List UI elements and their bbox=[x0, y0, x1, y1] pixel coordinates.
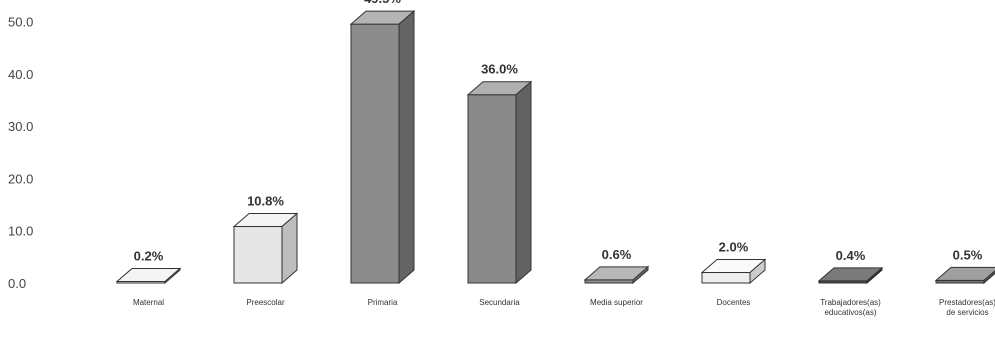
category-label: Docentes bbox=[717, 298, 751, 307]
data-label: 0.6% bbox=[602, 247, 632, 262]
bar bbox=[817, 266, 884, 285]
bar bbox=[115, 267, 182, 285]
bar-top bbox=[115, 268, 182, 282]
y-tick-label: 50.0 bbox=[8, 15, 33, 30]
bar-top bbox=[934, 266, 995, 281]
bar bbox=[349, 10, 416, 285]
y-tick-label: 0.0 bbox=[8, 276, 26, 291]
category-label-line: Preescolar bbox=[246, 298, 285, 307]
bars bbox=[115, 10, 995, 285]
bar bbox=[583, 265, 650, 285]
category-label-line: Media superior bbox=[590, 298, 643, 307]
category-label: Maternal bbox=[133, 298, 164, 307]
category-label: Media superior bbox=[590, 298, 643, 307]
category-label-line: Secundaria bbox=[479, 298, 520, 307]
category-label-line: Maternal bbox=[133, 298, 164, 307]
data-label: 2.0% bbox=[719, 240, 749, 255]
bar-side bbox=[281, 212, 298, 285]
data-label: 49.5% bbox=[364, 0, 401, 6]
bar bbox=[934, 266, 995, 285]
category-label-line: Primaria bbox=[368, 298, 398, 307]
bar-front bbox=[467, 94, 517, 284]
category-label: Secundaria bbox=[479, 298, 520, 307]
bar-side bbox=[866, 266, 883, 285]
bar-top bbox=[817, 267, 884, 282]
data-label: 0.5% bbox=[953, 247, 983, 262]
category-label: Prestadores(as) de servicios bbox=[939, 298, 995, 317]
y-tick-label: 40.0 bbox=[8, 67, 33, 82]
bar-side bbox=[515, 80, 532, 285]
data-label: 10.8% bbox=[247, 194, 284, 209]
category-label-line: educativos(as) bbox=[824, 308, 876, 317]
bar bbox=[700, 258, 767, 285]
category-label-line: Prestadores(as) bbox=[939, 298, 995, 307]
category-label-line: de servicios bbox=[946, 308, 988, 317]
bar-front bbox=[350, 23, 400, 284]
y-tick-label: 20.0 bbox=[8, 171, 33, 186]
data-label: 36.0% bbox=[481, 62, 518, 77]
bar-side bbox=[164, 267, 181, 285]
bar bbox=[466, 80, 533, 285]
y-tick-label: 10.0 bbox=[8, 224, 33, 239]
y-tick-label: 30.0 bbox=[8, 119, 33, 134]
bar-side bbox=[749, 258, 766, 285]
data-label: 0.4% bbox=[836, 248, 866, 263]
bar-side bbox=[983, 270, 995, 285]
category-label-line: Docentes bbox=[717, 298, 751, 307]
data-label: 0.2% bbox=[134, 249, 164, 264]
bar-side bbox=[632, 265, 649, 285]
bar-front bbox=[701, 272, 751, 284]
category-label: Primaria bbox=[368, 298, 398, 307]
category-label: Trabajadores(as) educativos(as) bbox=[820, 298, 881, 317]
data-labels: 0.2% 10.8% 49.5% 36.0% 0.6% 2.0% 0.4% 0.5% bbox=[134, 0, 983, 264]
y-axis: 0.0 10.0 20.0 30.0 40.0 50.0 bbox=[8, 15, 33, 292]
category-label-line: Trabajadores(as) bbox=[820, 298, 881, 307]
bar bbox=[232, 212, 299, 285]
x-axis: Maternal Preescolar Primaria Secundaria Medi… bbox=[133, 298, 995, 317]
bar-front bbox=[233, 226, 283, 284]
category-label: Preescolar bbox=[246, 298, 285, 307]
bar-side bbox=[398, 10, 415, 285]
